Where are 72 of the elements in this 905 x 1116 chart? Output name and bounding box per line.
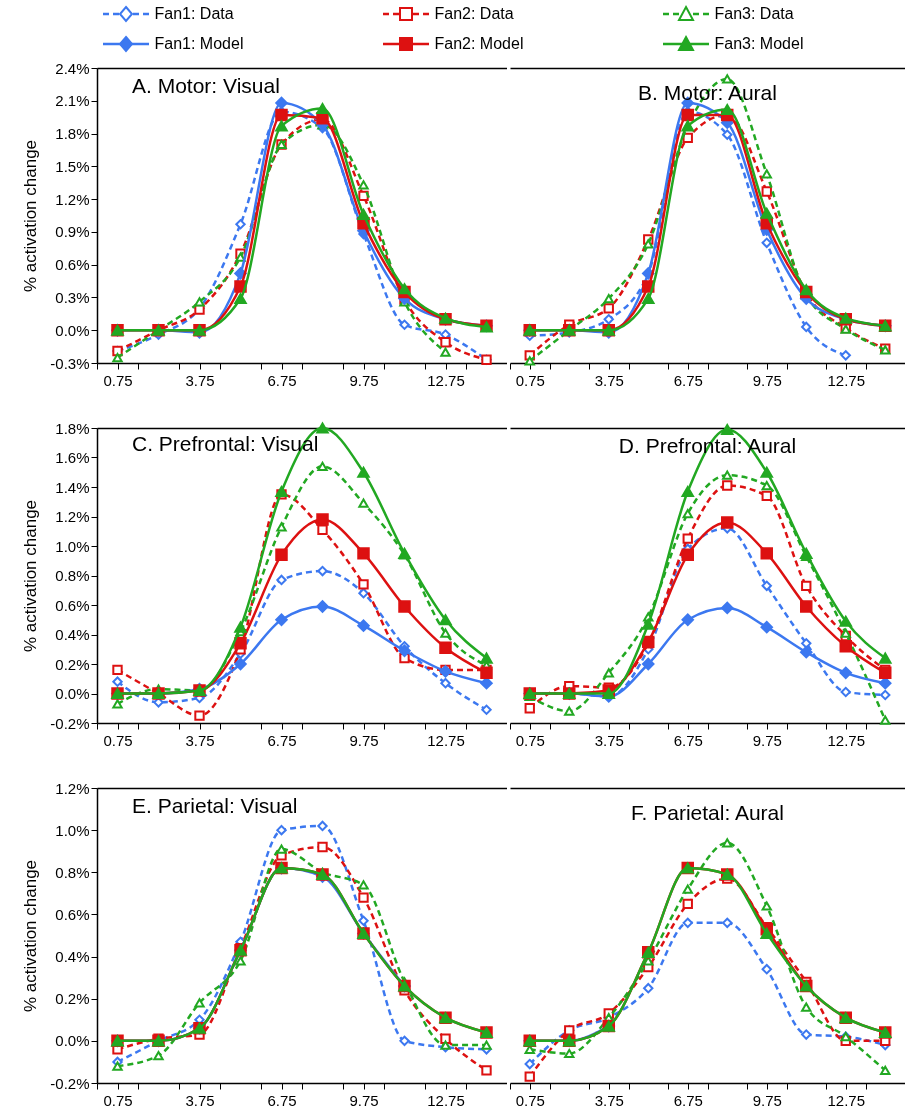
- x-tick-label: 9.75: [752, 731, 782, 749]
- x-tick-label: 6.75: [267, 731, 297, 749]
- x-tick-label: 3.75: [185, 1091, 215, 1109]
- x-tick-label: 3.75: [594, 371, 624, 389]
- legend-label: Fan3: Model: [714, 35, 804, 53]
- chart-title: A. Motor: Visual: [132, 74, 280, 97]
- x-tick-label: 9.75: [752, 371, 782, 389]
- y-tick-label: 0.0%: [55, 321, 90, 339]
- x-tick-label: 3.75: [594, 1091, 624, 1109]
- y-axis-title: % activation change: [21, 499, 41, 653]
- x-tick-label: 0.75: [103, 1091, 133, 1109]
- y-tick-label: 0.8%: [55, 863, 90, 881]
- legend-label: Fan1: Data: [154, 5, 234, 23]
- x-tick-label: 6.75: [267, 1091, 297, 1109]
- y-tick-label: -0.2%: [50, 1074, 90, 1092]
- x-tick-label: 3.75: [185, 371, 215, 389]
- y-tick-label: 1.6%: [55, 449, 90, 466]
- chart-title: E. Parietal: Visual: [132, 794, 298, 817]
- x-tick-label: 0.75: [103, 731, 133, 749]
- x-tick-label: 9.75: [349, 371, 379, 389]
- x-tick-label: 9.75: [349, 1091, 379, 1109]
- y-tick-label: 0.8%: [55, 567, 90, 584]
- x-tick-label: 12.75: [827, 731, 866, 749]
- y-tick-label: 0.0%: [55, 1032, 90, 1050]
- legend-label: Fan2: Model: [434, 35, 524, 53]
- y-axis-title: % activation change: [21, 859, 41, 1013]
- y-tick-label: 0.2%: [55, 655, 90, 673]
- y-tick-label: 1.4%: [55, 478, 90, 496]
- x-tick-label: 0.75: [515, 1091, 545, 1109]
- y-tick-label: 1.2%: [55, 508, 90, 525]
- legend-label: Fan1: Model: [154, 35, 244, 53]
- y-tick-label: -0.3%: [50, 354, 90, 372]
- x-tick-label: 12.75: [827, 1091, 866, 1109]
- y-tick-label: 2.4%: [55, 59, 90, 77]
- x-tick-label: 0.75: [515, 731, 545, 749]
- y-tick-label: 0.9%: [55, 223, 90, 241]
- x-tick-label: 6.75: [673, 731, 703, 749]
- y-tick-label: -0.2%: [50, 714, 90, 732]
- y-tick-label: 0.6%: [55, 256, 90, 274]
- x-tick-label: 6.75: [673, 371, 703, 389]
- y-tick-label: 0.6%: [55, 596, 90, 614]
- text: B. Motor: Aural: [638, 81, 777, 104]
- y-tick-label: 1.8%: [55, 419, 90, 437]
- x-tick-label: 12.75: [427, 1091, 465, 1109]
- y-axis-title: % activation change: [21, 139, 41, 293]
- y-tick-label: 1.0%: [55, 537, 90, 555]
- x-tick-label: 9.75: [752, 1091, 782, 1109]
- x-tick-label: 9.75: [349, 731, 379, 749]
- x-tick-label: 12.75: [827, 371, 866, 389]
- y-tick-label: 0.0%: [55, 685, 90, 702]
- legend-label: Fan2: Data: [434, 5, 514, 23]
- x-tick-label: 12.75: [427, 731, 465, 749]
- x-tick-label: 3.75: [185, 731, 215, 749]
- x-tick-label: 6.75: [673, 1091, 703, 1109]
- y-tick-label: 1.8%: [55, 125, 90, 143]
- y-tick-label: 0.4%: [55, 626, 90, 643]
- y-tick-label: 2.1%: [55, 92, 90, 110]
- legend-label: Fan3: Data: [714, 5, 794, 23]
- x-tick-label: 0.75: [103, 371, 133, 389]
- text: F. Parietal: Aural: [631, 801, 784, 824]
- y-tick-label: 1.5%: [55, 157, 90, 175]
- y-tick-label: 0.4%: [55, 948, 90, 966]
- y-tick-label: 0.6%: [55, 905, 90, 923]
- x-tick-label: 3.75: [594, 731, 624, 749]
- x-tick-label: 0.75: [515, 371, 545, 389]
- y-tick-label: 1.2%: [55, 190, 90, 208]
- y-tick-label: 1.0%: [55, 821, 90, 839]
- x-tick-label: 6.75: [267, 371, 297, 389]
- y-tick-label: 0.3%: [55, 288, 90, 306]
- y-tick-label: 0.2%: [55, 990, 90, 1008]
- y-tick-label: 1.2%: [55, 779, 90, 797]
- x-tick-label: 12.75: [427, 371, 465, 389]
